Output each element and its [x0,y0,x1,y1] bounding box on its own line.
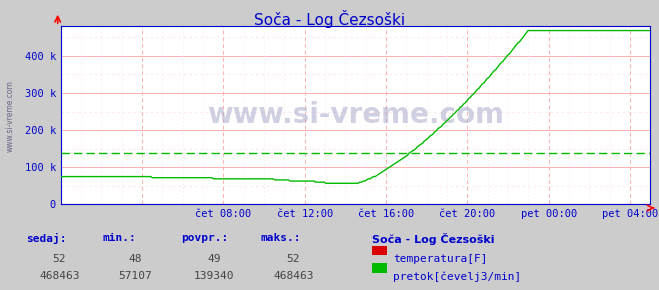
Text: temperatura[F]: temperatura[F] [393,254,488,264]
Text: min.:: min.: [102,233,136,243]
Text: www.si-vreme.com: www.si-vreme.com [207,101,504,129]
Text: 49: 49 [208,254,221,264]
Text: 468463: 468463 [39,271,80,281]
Text: 52: 52 [53,254,66,264]
Text: Soča - Log Čezsoški: Soča - Log Čezsoški [372,233,495,245]
Text: www.si-vreme.com: www.si-vreme.com [5,80,14,152]
Text: povpr.:: povpr.: [181,233,229,243]
Text: 139340: 139340 [194,271,235,281]
Text: 48: 48 [129,254,142,264]
Text: Soča - Log Čezsoški: Soča - Log Čezsoški [254,10,405,28]
Text: 468463: 468463 [273,271,314,281]
Text: 52: 52 [287,254,300,264]
Text: pretok[čevelj3/min]: pretok[čevelj3/min] [393,271,522,282]
Text: 57107: 57107 [118,271,152,281]
Text: sedaj:: sedaj: [26,233,67,244]
Text: maks.:: maks.: [260,233,301,243]
